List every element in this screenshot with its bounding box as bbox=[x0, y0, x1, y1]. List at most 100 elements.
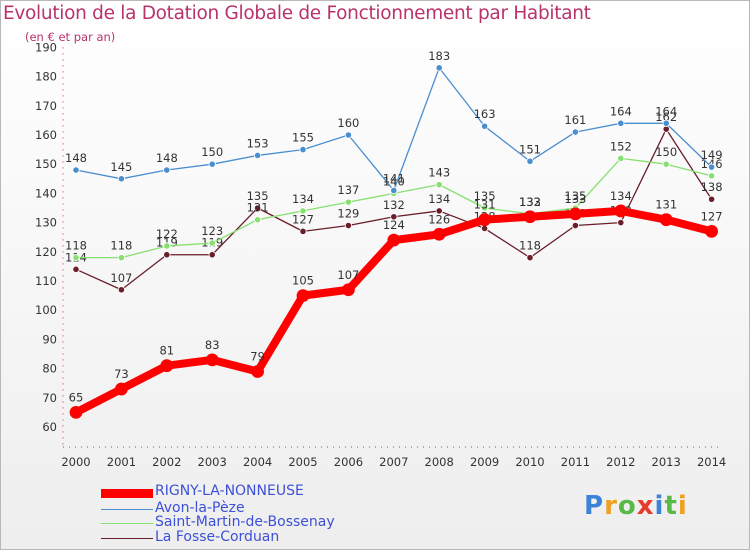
data-point bbox=[432, 227, 446, 241]
data-label: 152 bbox=[610, 139, 632, 153]
data-label: 148 bbox=[156, 151, 178, 165]
y-tick-label: 170 bbox=[35, 99, 57, 113]
data-label: 118 bbox=[110, 239, 132, 253]
x-tick-label: 2008 bbox=[425, 455, 454, 469]
x-tick-label: 2006 bbox=[334, 455, 363, 469]
data-label: 134 bbox=[428, 192, 450, 206]
chart-title: Evolution de la Dotation Globale de Fonc… bbox=[3, 3, 591, 24]
data-label: 138 bbox=[701, 180, 723, 194]
data-point bbox=[480, 204, 489, 212]
data-point bbox=[523, 210, 537, 224]
data-point bbox=[707, 163, 716, 171]
data-label: 164 bbox=[610, 104, 632, 118]
y-tick-label: 80 bbox=[42, 362, 57, 376]
data-point bbox=[662, 119, 670, 127]
y-tick-label: 190 bbox=[35, 40, 57, 54]
data-label: 107 bbox=[110, 271, 132, 285]
legend-swatch-saint-martin bbox=[101, 523, 153, 524]
data-point bbox=[72, 265, 80, 273]
proxiti-logo: Proxiti bbox=[584, 491, 688, 521]
data-label: 145 bbox=[110, 160, 132, 174]
data-point bbox=[251, 365, 265, 378]
legend-label-saint-martin: Saint-Martin-de-Bossenay bbox=[155, 514, 335, 530]
legend-label-avon: Avon-la-Pèze bbox=[155, 500, 245, 516]
y-tick-label: 100 bbox=[35, 303, 57, 317]
x-tick-label: 2012 bbox=[606, 455, 635, 469]
data-point bbox=[390, 213, 398, 221]
data-point bbox=[662, 125, 670, 133]
data-label: 118 bbox=[65, 239, 87, 253]
y-tick-label: 180 bbox=[35, 70, 57, 84]
data-point bbox=[387, 233, 401, 247]
x-tick-label: 2011 bbox=[561, 455, 590, 469]
x-tick-label: 2000 bbox=[61, 455, 90, 469]
data-point bbox=[163, 166, 171, 174]
data-label: 150 bbox=[655, 145, 677, 159]
data-point bbox=[480, 224, 489, 233]
data-point bbox=[617, 154, 625, 162]
data-label: 155 bbox=[292, 131, 314, 145]
data-label: 153 bbox=[247, 136, 269, 150]
data-point bbox=[435, 207, 443, 215]
legend-label-rigny: RIGNY-LA-NONNEUSE bbox=[155, 483, 304, 499]
data-label: 81 bbox=[159, 344, 174, 358]
data-point bbox=[208, 239, 216, 247]
data-point bbox=[435, 64, 443, 72]
y-tick-label: 160 bbox=[35, 128, 57, 142]
data-point bbox=[299, 207, 307, 215]
x-tick-label: 2009 bbox=[470, 455, 499, 469]
data-label: 162 bbox=[655, 110, 677, 124]
data-label: 131 bbox=[247, 201, 269, 215]
x-tick-label: 2003 bbox=[198, 455, 227, 469]
legend-swatch-la-fosse bbox=[101, 538, 153, 539]
data-label: 134 bbox=[610, 189, 632, 203]
data-point bbox=[705, 224, 718, 238]
data-point bbox=[344, 131, 352, 139]
data-point bbox=[344, 221, 352, 230]
data-point bbox=[254, 204, 262, 212]
data-point bbox=[662, 160, 670, 168]
data-point bbox=[299, 227, 307, 235]
data-point bbox=[69, 405, 83, 419]
data-point bbox=[571, 128, 580, 136]
data-label: 123 bbox=[201, 224, 223, 238]
data-point bbox=[163, 251, 171, 259]
legend-swatch-avon bbox=[101, 509, 153, 510]
y-tick-label: 140 bbox=[35, 186, 57, 200]
data-point bbox=[115, 382, 128, 396]
data-label: 133 bbox=[564, 192, 586, 206]
data-label: 127 bbox=[292, 212, 314, 226]
data-point bbox=[117, 175, 126, 183]
data-point bbox=[254, 151, 262, 160]
data-label: 135 bbox=[474, 189, 496, 203]
data-point bbox=[617, 119, 625, 127]
x-tick-label: 2004 bbox=[243, 455, 272, 469]
data-point bbox=[341, 283, 355, 297]
x-tick-label: 2013 bbox=[652, 455, 681, 469]
x-tick-label: 2014 bbox=[697, 455, 726, 469]
data-point bbox=[571, 221, 580, 230]
data-label: 132 bbox=[383, 198, 405, 212]
data-point bbox=[254, 216, 262, 224]
data-point bbox=[707, 172, 716, 180]
data-point bbox=[526, 157, 534, 165]
data-label: 126 bbox=[428, 212, 450, 226]
data-label: 122 bbox=[156, 227, 178, 241]
data-point bbox=[205, 353, 219, 367]
y-tick-label: 60 bbox=[42, 420, 57, 434]
data-point bbox=[163, 242, 171, 250]
y-tick-label: 70 bbox=[42, 391, 57, 405]
data-point bbox=[435, 181, 443, 189]
data-point bbox=[707, 195, 716, 203]
data-point bbox=[296, 289, 310, 303]
data-label: 143 bbox=[428, 166, 450, 180]
data-label: 132 bbox=[519, 195, 541, 209]
data-label: 124 bbox=[383, 218, 405, 232]
y-tick-label: 130 bbox=[35, 216, 57, 230]
data-label: 133 bbox=[519, 195, 541, 209]
data-label: 161 bbox=[564, 113, 586, 127]
data-label: 151 bbox=[519, 142, 541, 156]
data-point bbox=[659, 213, 673, 227]
